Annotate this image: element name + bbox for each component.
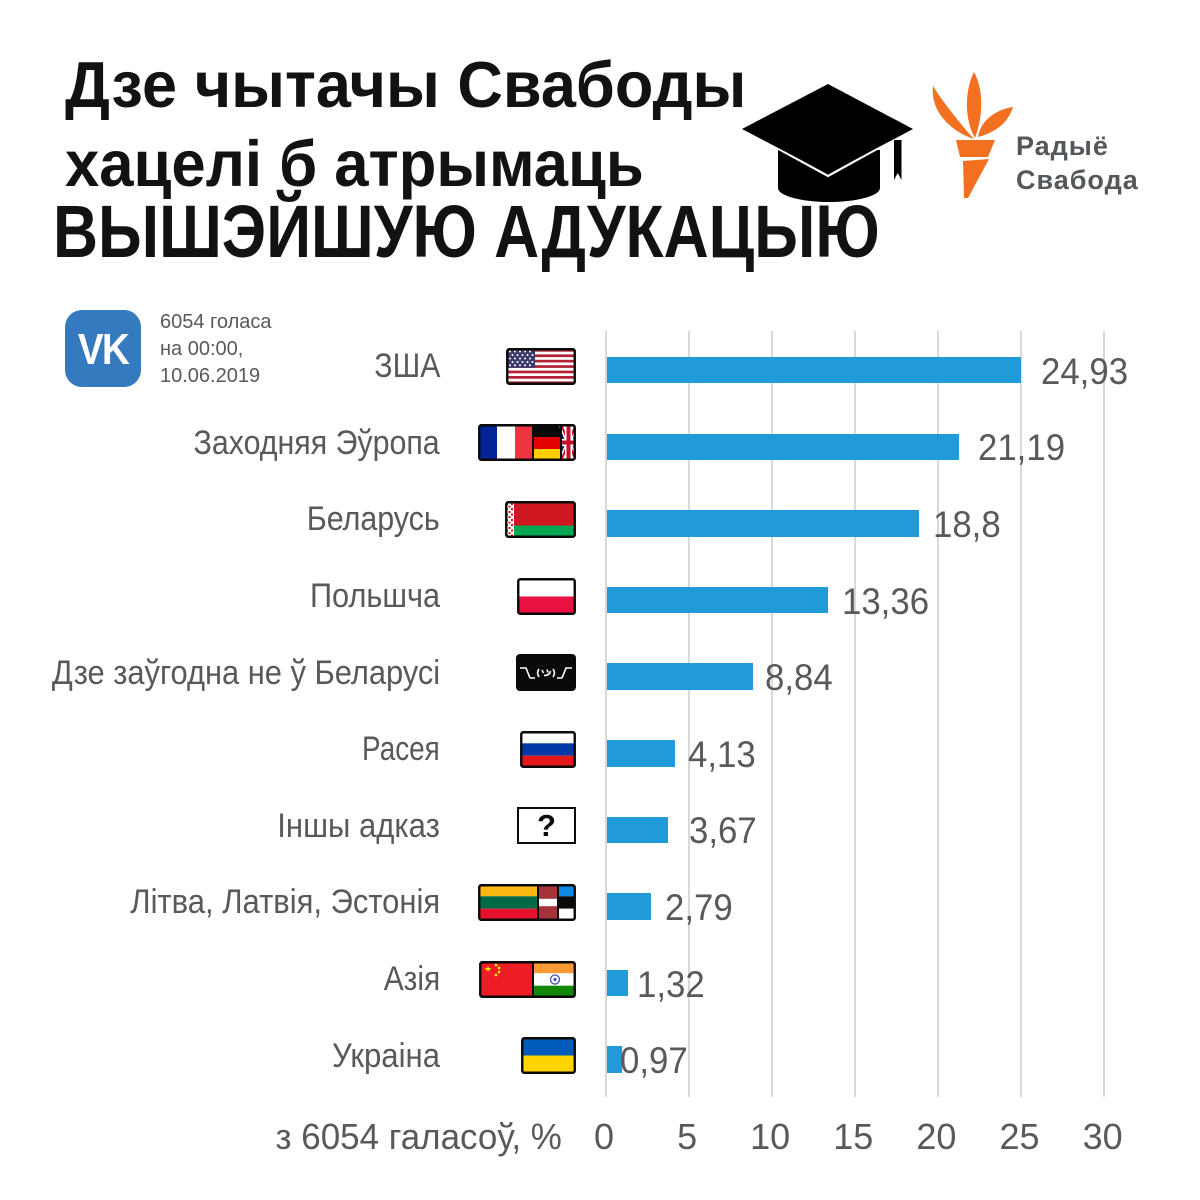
svg-text:VK: VK: [78, 324, 130, 374]
svg-text:?: ?: [537, 808, 556, 843]
